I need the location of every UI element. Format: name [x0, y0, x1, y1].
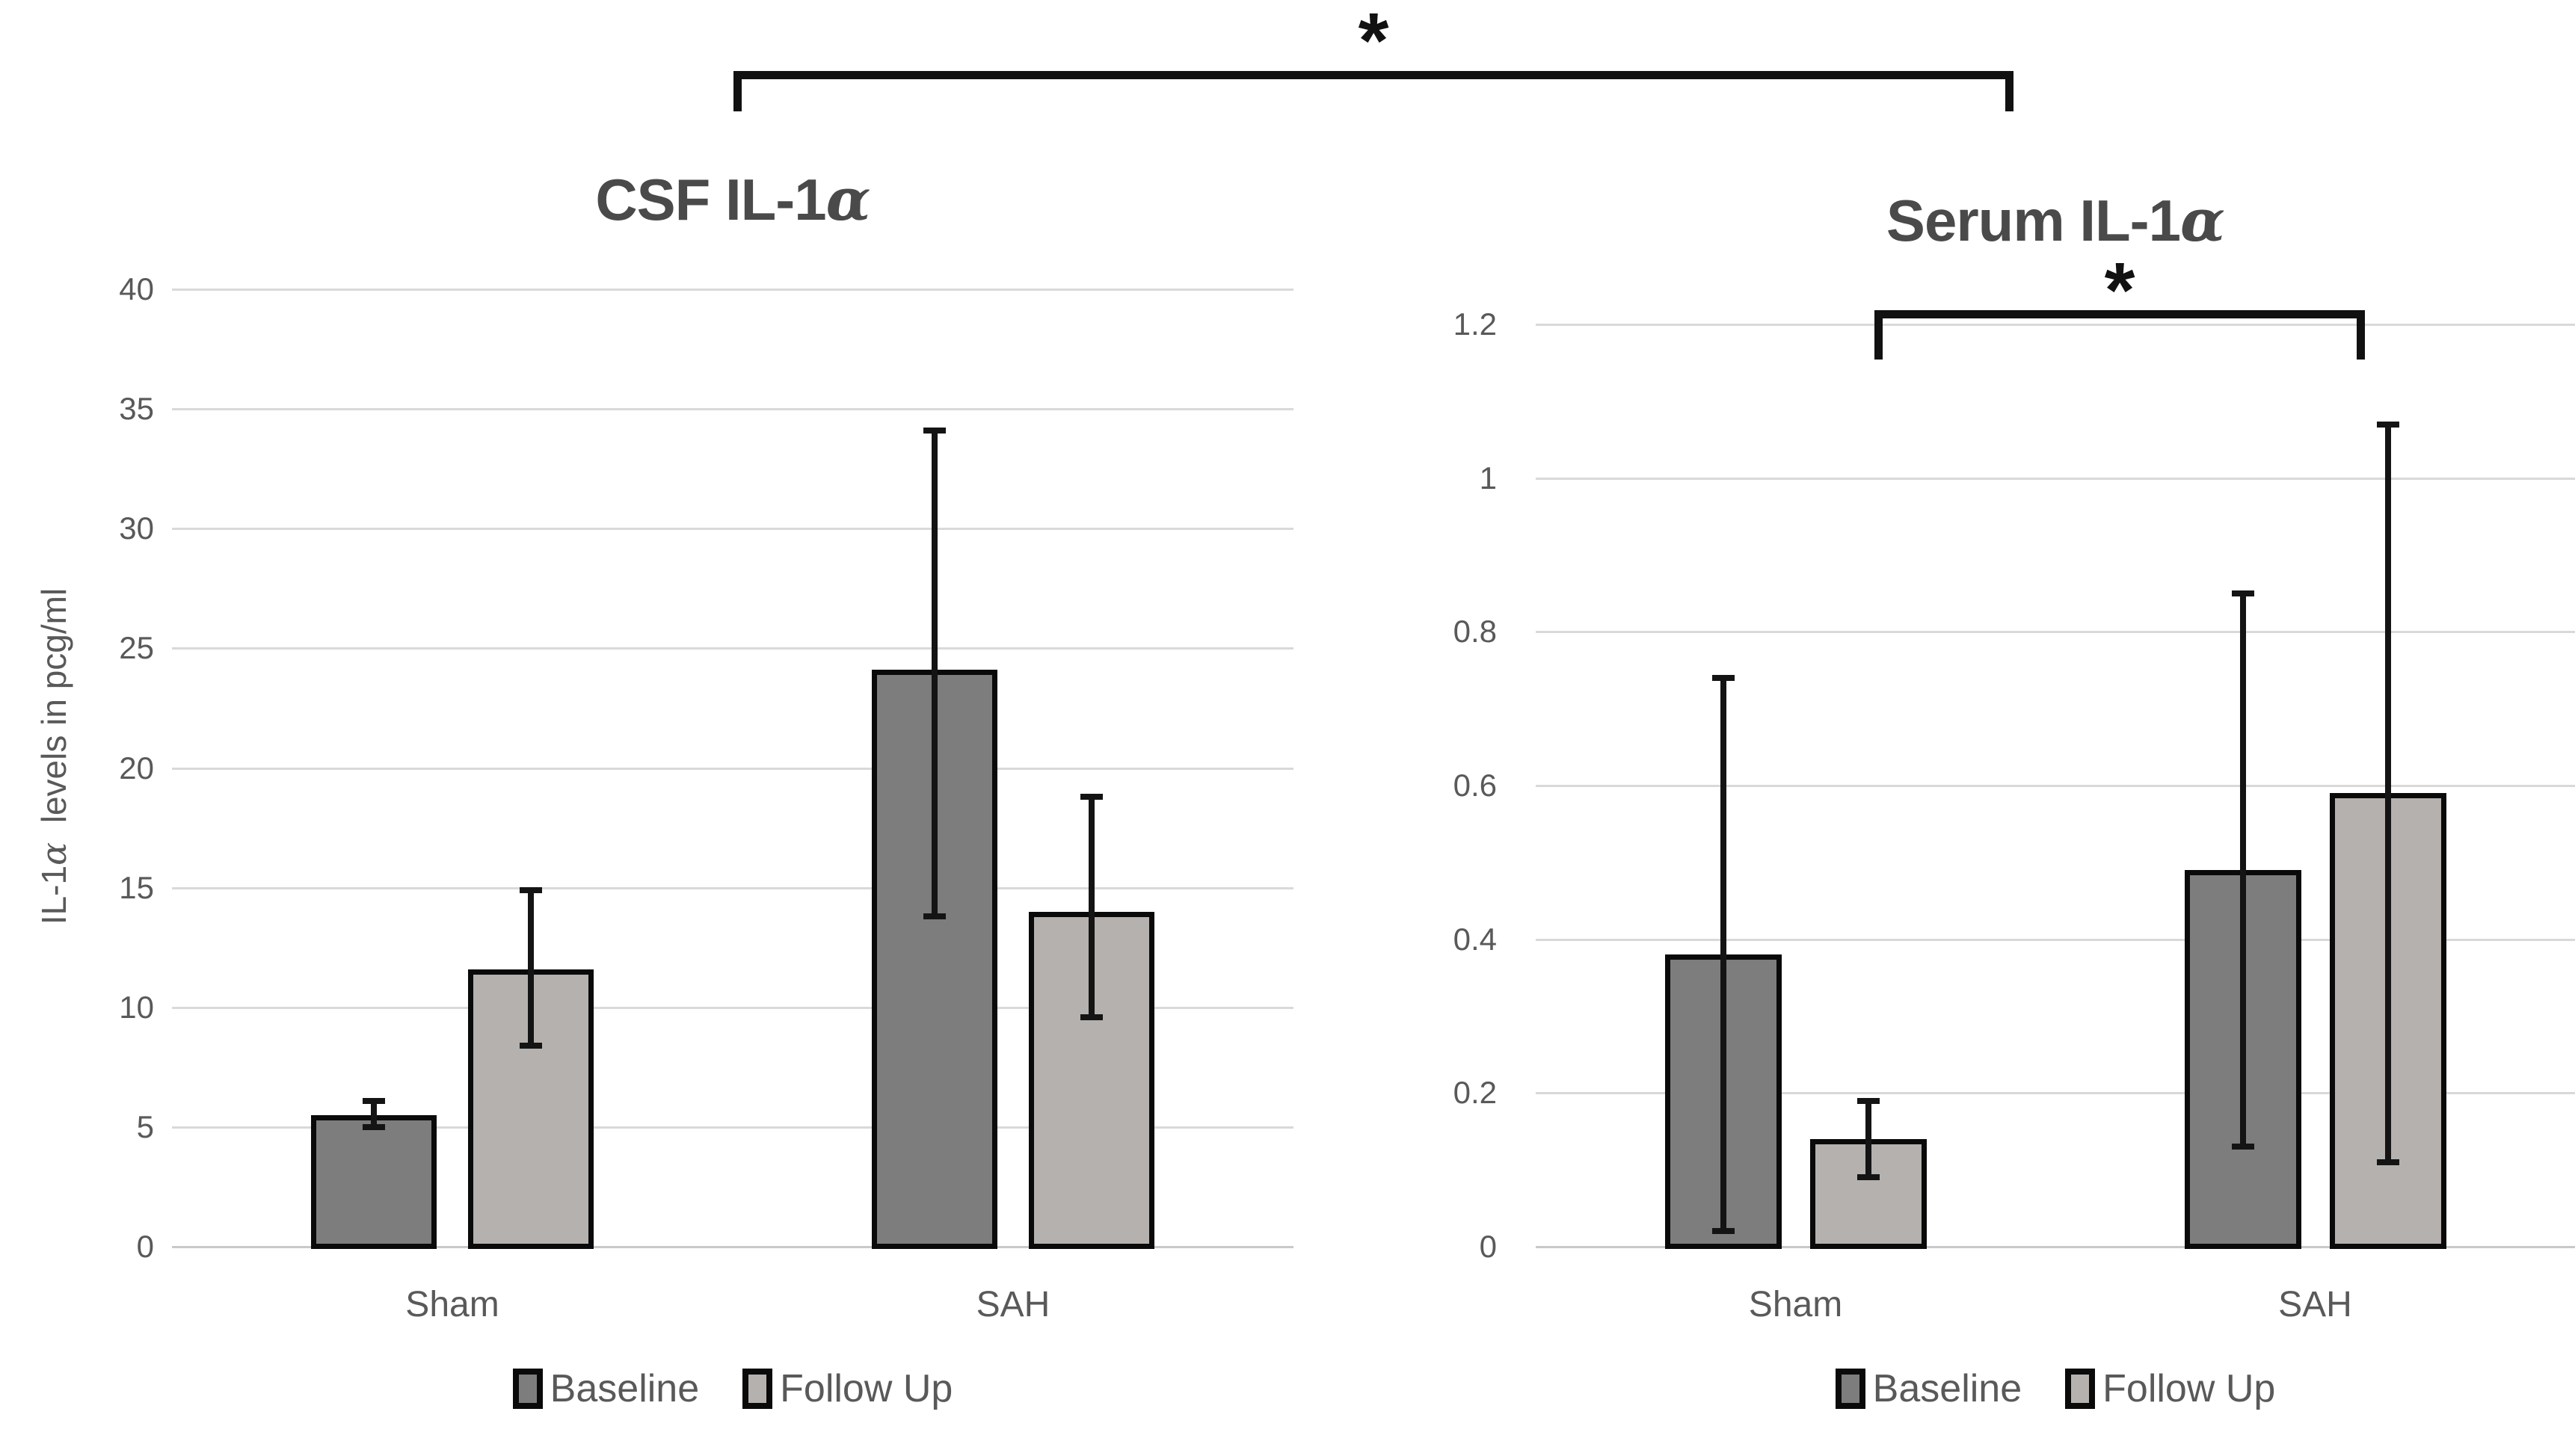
- error-bar-follow-up-sham: [1865, 1100, 1871, 1178]
- y-tick-label-30: 30: [119, 510, 154, 546]
- gridline-y-0: [172, 1246, 1293, 1248]
- legend: Baseline Follow Up: [172, 1366, 1293, 1411]
- significance-bracket-between-charts: [733, 71, 2013, 79]
- error-bar-baseline-sham: [1720, 678, 1726, 1232]
- y-tick-label-10: 10: [119, 989, 154, 1025]
- serum-chart-title: Serum IL-1α: [1886, 187, 2225, 255]
- gridline-y-1: [1536, 477, 2575, 480]
- y-tick-label-1.2: 1.2: [1453, 306, 1497, 342]
- error-bar-baseline-sham-top-cap: [1711, 675, 1735, 682]
- error-bar-baseline-sah-bottom-cap: [923, 913, 946, 920]
- significance-asterisk-between-charts: *: [1358, 0, 1389, 84]
- gridline-y-25: [172, 647, 1293, 650]
- y-tick-label-0: 0: [136, 1229, 154, 1264]
- error-bar-baseline-sah-top-cap: [923, 427, 946, 434]
- significance-bracket-between-charts-right-end: [2005, 71, 2013, 111]
- y-tick-label-35: 35: [119, 391, 154, 427]
- error-bar-follow-up-sham-bottom-cap: [1856, 1174, 1880, 1181]
- y-tick-label-15: 15: [119, 869, 154, 905]
- legend-item-baseline: Baseline: [1835, 1367, 2022, 1410]
- error-bar-follow-up-sham-bottom-cap: [520, 1042, 542, 1049]
- error-bar-follow-up-sah: [1089, 796, 1095, 1017]
- error-bar-baseline-sham-bottom-cap: [363, 1123, 385, 1130]
- y-tick-label-0.2: 0.2: [1453, 1075, 1497, 1111]
- y-tick-label-5: 5: [136, 1108, 154, 1144]
- legend-swatch-baseline: [1835, 1369, 1865, 1409]
- significance-bracket-serum-followup-left-end: [1874, 310, 1883, 360]
- y-tick-label-40: 40: [119, 271, 154, 306]
- gridline-y-5: [172, 1126, 1293, 1129]
- error-bar-follow-up-sah-bottom-cap: [1080, 1014, 1103, 1020]
- error-bar-baseline-sah: [2239, 593, 2246, 1147]
- category-label-sah: SAH: [2278, 1285, 2352, 1324]
- y-tick-label-0.8: 0.8: [1453, 614, 1497, 650]
- significance-bracket-serum-followup: [1874, 310, 2365, 318]
- y-tick-label-25: 25: [119, 630, 154, 666]
- error-bar-baseline-sah-bottom-cap: [2231, 1144, 2254, 1150]
- gridline-y-40: [172, 289, 1293, 291]
- category-label-sham: Sham: [1748, 1285, 1843, 1324]
- gridline-y-20: [172, 767, 1293, 770]
- gridline-y-1.2: [1536, 324, 2575, 326]
- gridline-y-0.8: [1536, 631, 2575, 634]
- gridline-y-10: [172, 1006, 1293, 1009]
- legend-label-baseline: Baseline: [1872, 1367, 2022, 1410]
- error-bar-baseline-sham-top-cap: [363, 1097, 385, 1104]
- error-bar-follow-up-sah-top-cap: [2376, 421, 2399, 428]
- significance-bracket-between-charts-left-end: [733, 71, 742, 111]
- significance-bracket-serum-followup-right-end: [2357, 310, 2365, 360]
- legend: Baseline Follow Up: [1536, 1366, 2575, 1411]
- category-label-sah: SAH: [976, 1285, 1050, 1324]
- error-bar-follow-up-sah-top-cap: [1080, 793, 1103, 800]
- error-bar-follow-up-sah: [2384, 424, 2391, 1162]
- error-bar-baseline-sham: [371, 1100, 377, 1127]
- error-bar-baseline-sah: [932, 430, 938, 917]
- gridline-y-0: [1536, 1246, 2575, 1248]
- y-tick-label-20: 20: [119, 750, 154, 786]
- legend-label-follow-up: Follow Up: [780, 1367, 953, 1410]
- y-tick-label-0: 0: [1479, 1229, 1497, 1264]
- y-tick-label-0.4: 0.4: [1453, 921, 1497, 957]
- gridline-y-35: [172, 408, 1293, 411]
- legend-label-follow-up: Follow Up: [2102, 1367, 2276, 1410]
- legend-item-follow-up: Follow Up: [2065, 1369, 2275, 1409]
- significance-asterisk-serum-followup: *: [2104, 247, 2135, 334]
- legend-swatch-baseline: [512, 1369, 543, 1409]
- gridline-y-30: [172, 528, 1293, 531]
- csf-chart-title: CSF IL-1α: [595, 166, 870, 234]
- legend-item-baseline: Baseline: [512, 1367, 700, 1410]
- legend-swatch-follow-up: [742, 1369, 773, 1409]
- error-bar-follow-up-sham-top-cap: [520, 886, 542, 893]
- gridline-y-0.2: [1536, 1092, 2575, 1095]
- y-tick-label-1: 1: [1479, 460, 1497, 496]
- error-bar-follow-up-sah-bottom-cap: [2376, 1159, 2399, 1165]
- legend-item-follow-up: Follow Up: [742, 1369, 953, 1409]
- error-bar-follow-up-sham-top-cap: [1856, 1097, 1880, 1104]
- legend-label-baseline: Baseline: [550, 1367, 700, 1410]
- error-bar-follow-up-sham: [528, 889, 534, 1046]
- gridline-y-0.4: [1536, 938, 2575, 941]
- error-bar-baseline-sham-bottom-cap: [1711, 1228, 1735, 1235]
- legend-swatch-follow-up: [2065, 1369, 2096, 1409]
- error-bar-baseline-sah-top-cap: [2231, 590, 2254, 596]
- category-label-sham: Sham: [405, 1285, 499, 1324]
- gridline-y-15: [172, 886, 1293, 889]
- y-tick-label-0.6: 0.6: [1453, 768, 1497, 803]
- gridline-y-0.6: [1536, 785, 2575, 787]
